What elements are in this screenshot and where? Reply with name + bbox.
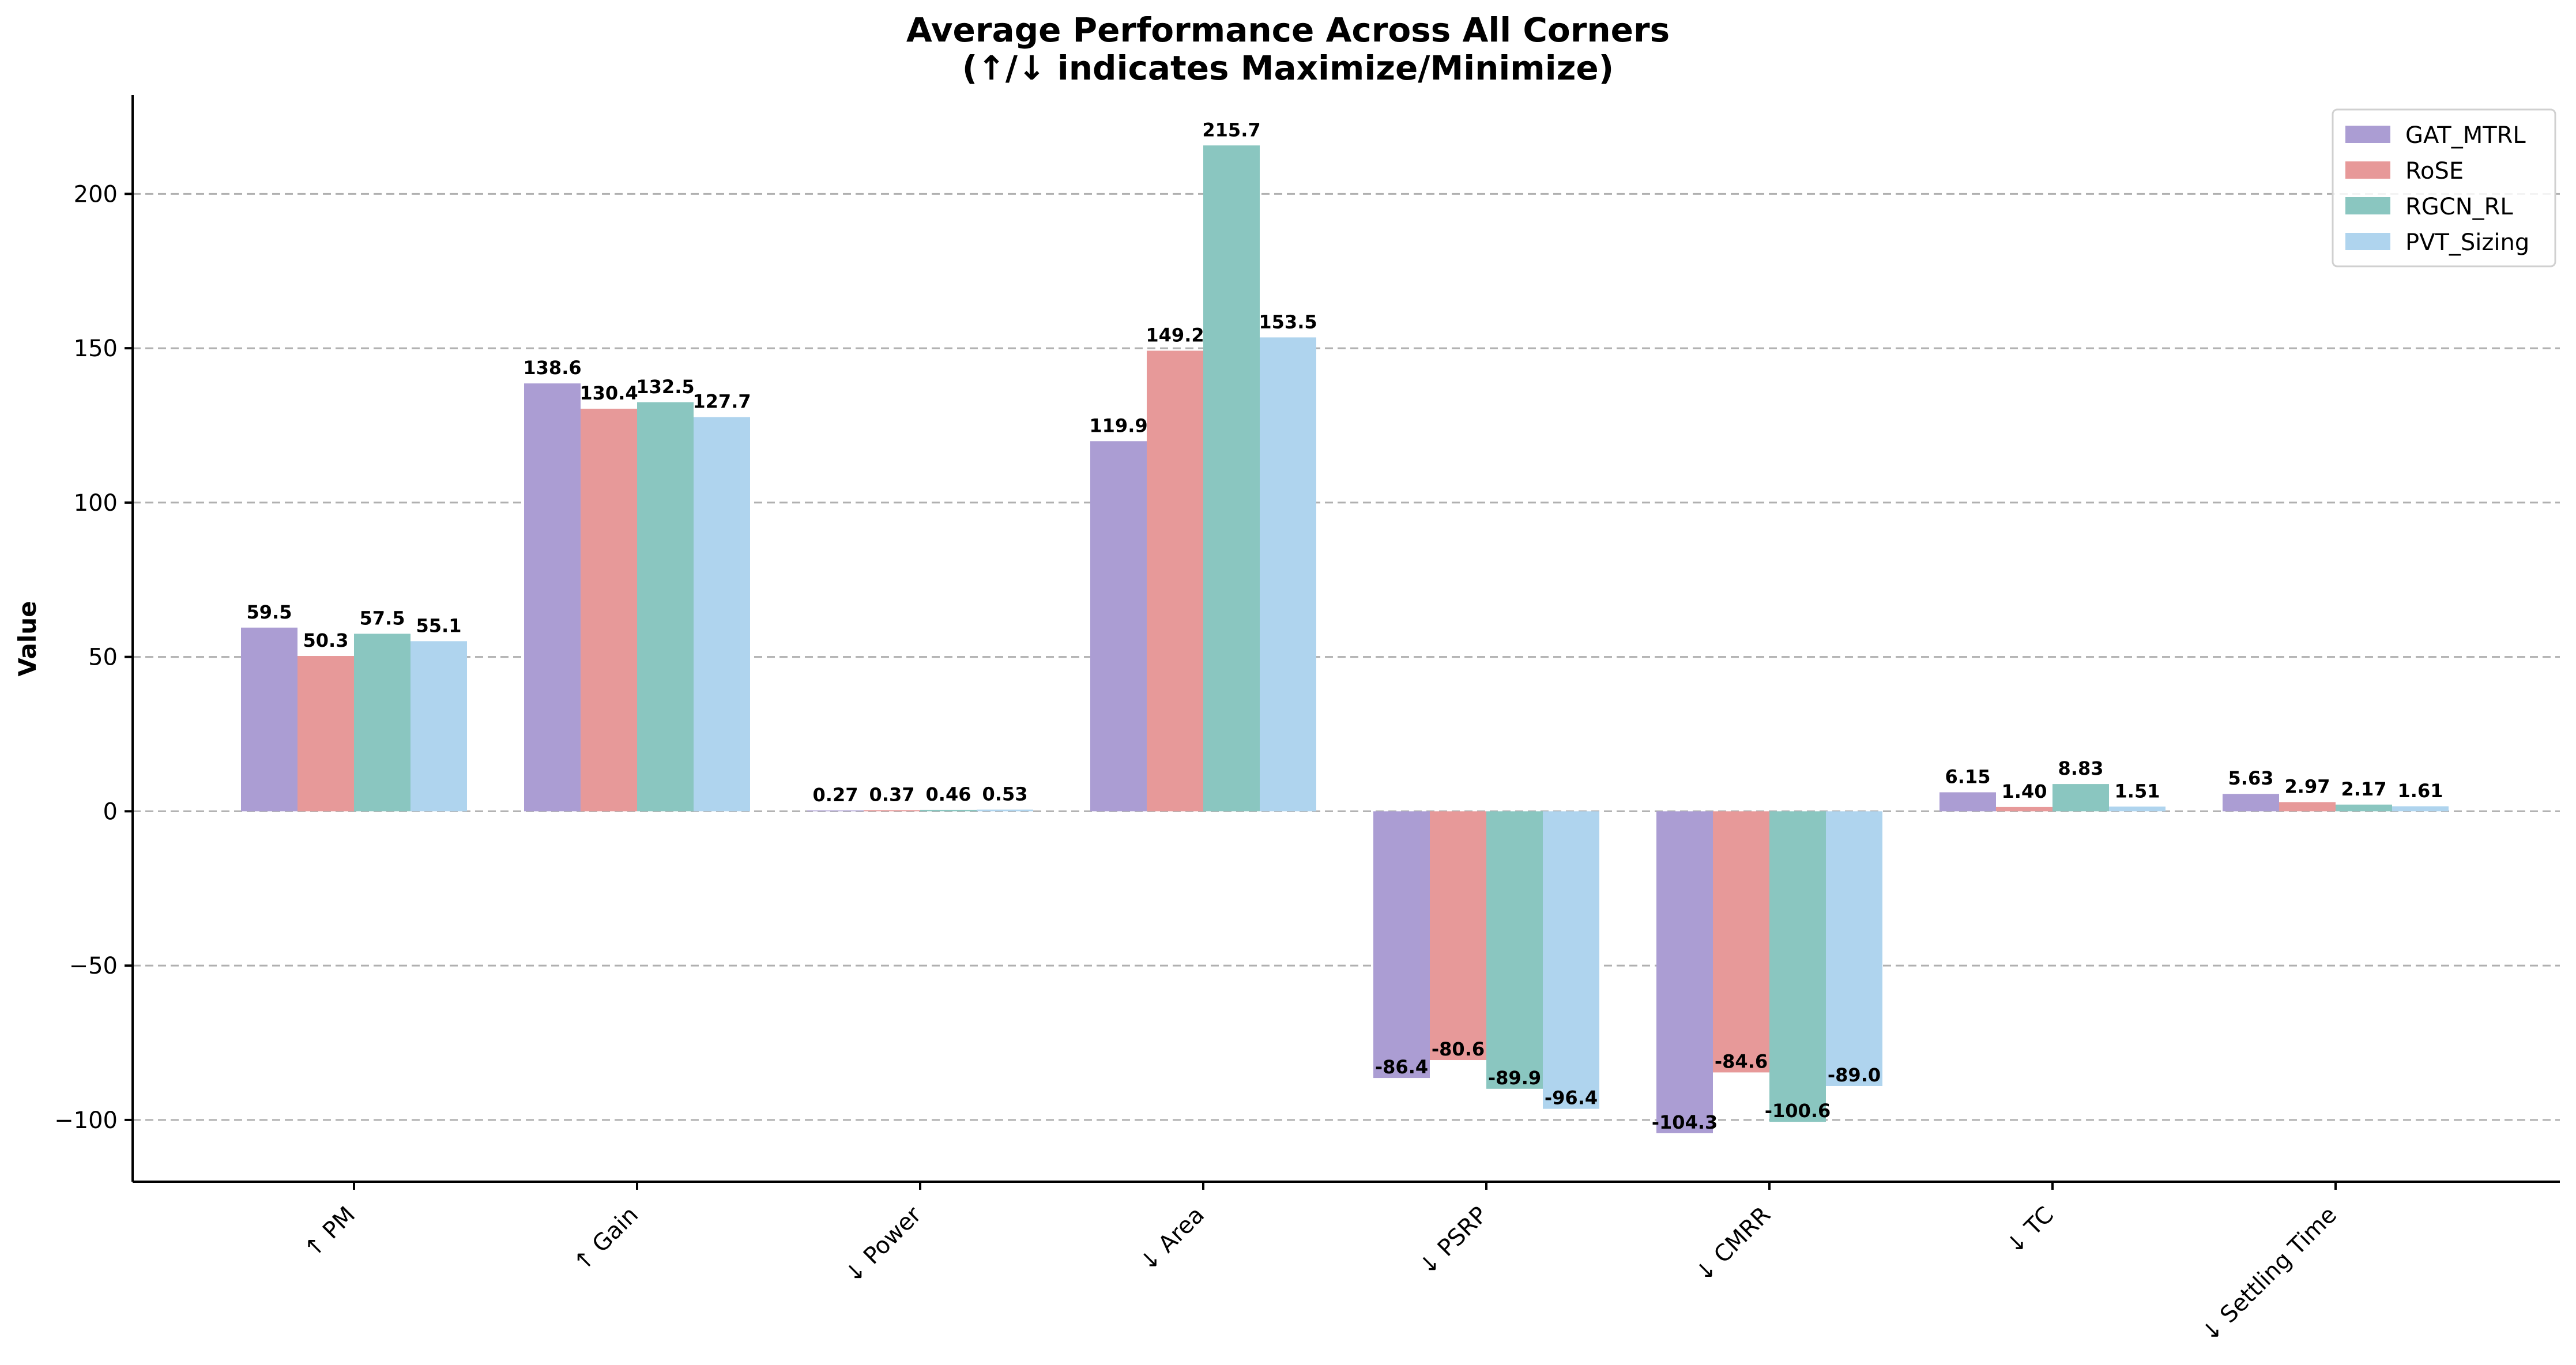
bar-value-label: 8.83 [2058, 757, 2104, 779]
legend-swatch [2345, 161, 2390, 179]
bar-value-label: -89.9 [1488, 1067, 1541, 1089]
bar-value-label: 132.5 [636, 376, 694, 398]
bar [920, 809, 977, 812]
bar [694, 417, 750, 812]
bar-value-label: 59.5 [247, 601, 292, 623]
bar [1486, 811, 1543, 1089]
bar-value-label: 138.6 [523, 357, 581, 379]
x-tick-label: ↓ Settling Time [2197, 1202, 2342, 1348]
bar [297, 656, 354, 812]
bar [2392, 806, 2449, 812]
bar [2279, 802, 2336, 812]
bar [1373, 811, 1430, 1079]
bar-value-label: -84.6 [1715, 1050, 1768, 1072]
legend-box [2332, 108, 2556, 267]
bar [2223, 794, 2279, 812]
bar-value-label: 1.61 [2398, 780, 2443, 802]
bar [1656, 811, 1713, 1133]
bar [354, 634, 410, 812]
chart-title: Average Performance Across All Corners [906, 10, 1670, 50]
bar [2052, 784, 2109, 812]
bar [410, 641, 467, 812]
legend-entry[interactable]: RGCN_RL [2405, 194, 2513, 220]
bar-value-label: 1.51 [2115, 780, 2160, 802]
bar [1996, 806, 2052, 812]
bar-value-label: -80.6 [1432, 1038, 1485, 1060]
bar [977, 809, 1033, 812]
y-tick-label: −100 [54, 1107, 118, 1134]
bar [637, 402, 694, 812]
legend[interactable]: GAT_MTRL RoSE RGCN_RL PVT_Sizing [2332, 108, 2556, 267]
bar [1147, 350, 1203, 812]
bar-value-label: 50.3 [303, 629, 349, 651]
bar [581, 409, 637, 812]
chart-subtitle: (↑/↓ indicates Maximize/Minimize) [962, 48, 1614, 88]
bar-value-label: 2.17 [2341, 778, 2387, 800]
bar-value-label: 119.9 [1089, 414, 1147, 436]
bar [1939, 792, 1996, 812]
legend-swatch [2345, 233, 2390, 250]
bar [524, 383, 581, 812]
bar-value-label: 0.27 [813, 784, 858, 806]
bar-value-label: 0.46 [926, 783, 971, 805]
bar-value-label: 130.4 [579, 382, 638, 404]
bar-value-label: -89.0 [1828, 1064, 1881, 1086]
y-tick-label: 0 [103, 798, 118, 825]
bar [1090, 441, 1147, 812]
bar [1826, 811, 1882, 1086]
x-tick-label: ↓ CMRR [1690, 1202, 1776, 1288]
x-tick-label: ↑ PM [299, 1202, 360, 1264]
y-tick-label: −50 [69, 953, 118, 979]
bar-value-label: 57.5 [360, 607, 405, 629]
grid-layer [133, 193, 2560, 1121]
bar [2109, 806, 2166, 812]
bar-value-label: 127.7 [692, 391, 751, 413]
legend-swatch [2345, 126, 2390, 143]
bar-value-label: 0.53 [982, 783, 1028, 805]
x-tick-label: ↓ Power [839, 1201, 927, 1288]
bar-value-label: 215.7 [1202, 119, 1260, 141]
x-tick-label: ↓ PSRP [1414, 1202, 1493, 1281]
bar [1713, 811, 1769, 1073]
bar-value-label: 2.97 [2285, 775, 2330, 797]
legend-swatch [2345, 197, 2390, 214]
bar-value-label: -104.3 [1652, 1111, 1718, 1133]
bar [1203, 145, 1260, 812]
bar-value-label: 0.37 [869, 783, 915, 805]
legend-entry[interactable]: GAT_MTRL [2405, 122, 2526, 149]
bar [1769, 811, 1826, 1122]
y-tick-label: 50 [88, 644, 118, 671]
bar-value-label: -100.6 [1765, 1100, 1831, 1122]
bar [807, 810, 864, 812]
legend-entry[interactable]: RoSE [2405, 158, 2464, 184]
bar-value-label: 149.2 [1146, 324, 1204, 346]
y-tick-label: 150 [74, 335, 118, 362]
bar-value-label: -86.4 [1375, 1056, 1428, 1078]
bar [864, 810, 920, 812]
y-tick-label: 200 [74, 181, 118, 208]
bar [2336, 804, 2392, 812]
x-tick-label: ↓ TC [2001, 1202, 2059, 1260]
bar-value-label: -96.4 [1545, 1087, 1598, 1109]
bar-value-label: 1.40 [2002, 780, 2047, 802]
bar-value-label: 55.1 [416, 614, 462, 636]
bar-value-label: 5.63 [2228, 767, 2274, 789]
bar [1543, 811, 1599, 1109]
x-tick-label: ↓ Area [1135, 1202, 1210, 1277]
bar [1430, 811, 1486, 1061]
legend-entry[interactable]: PVT_Sizing [2405, 229, 2529, 256]
bar-value-label: 153.5 [1259, 311, 1317, 333]
bars-layer [241, 145, 2449, 1133]
y-tick-label: 100 [74, 490, 118, 516]
bar-value-label: 6.15 [1945, 766, 1991, 787]
bar [1260, 337, 1316, 812]
y-axis-label: Value [13, 601, 42, 676]
x-tick-label: ↑ Gain [568, 1202, 643, 1277]
bar [241, 627, 297, 812]
